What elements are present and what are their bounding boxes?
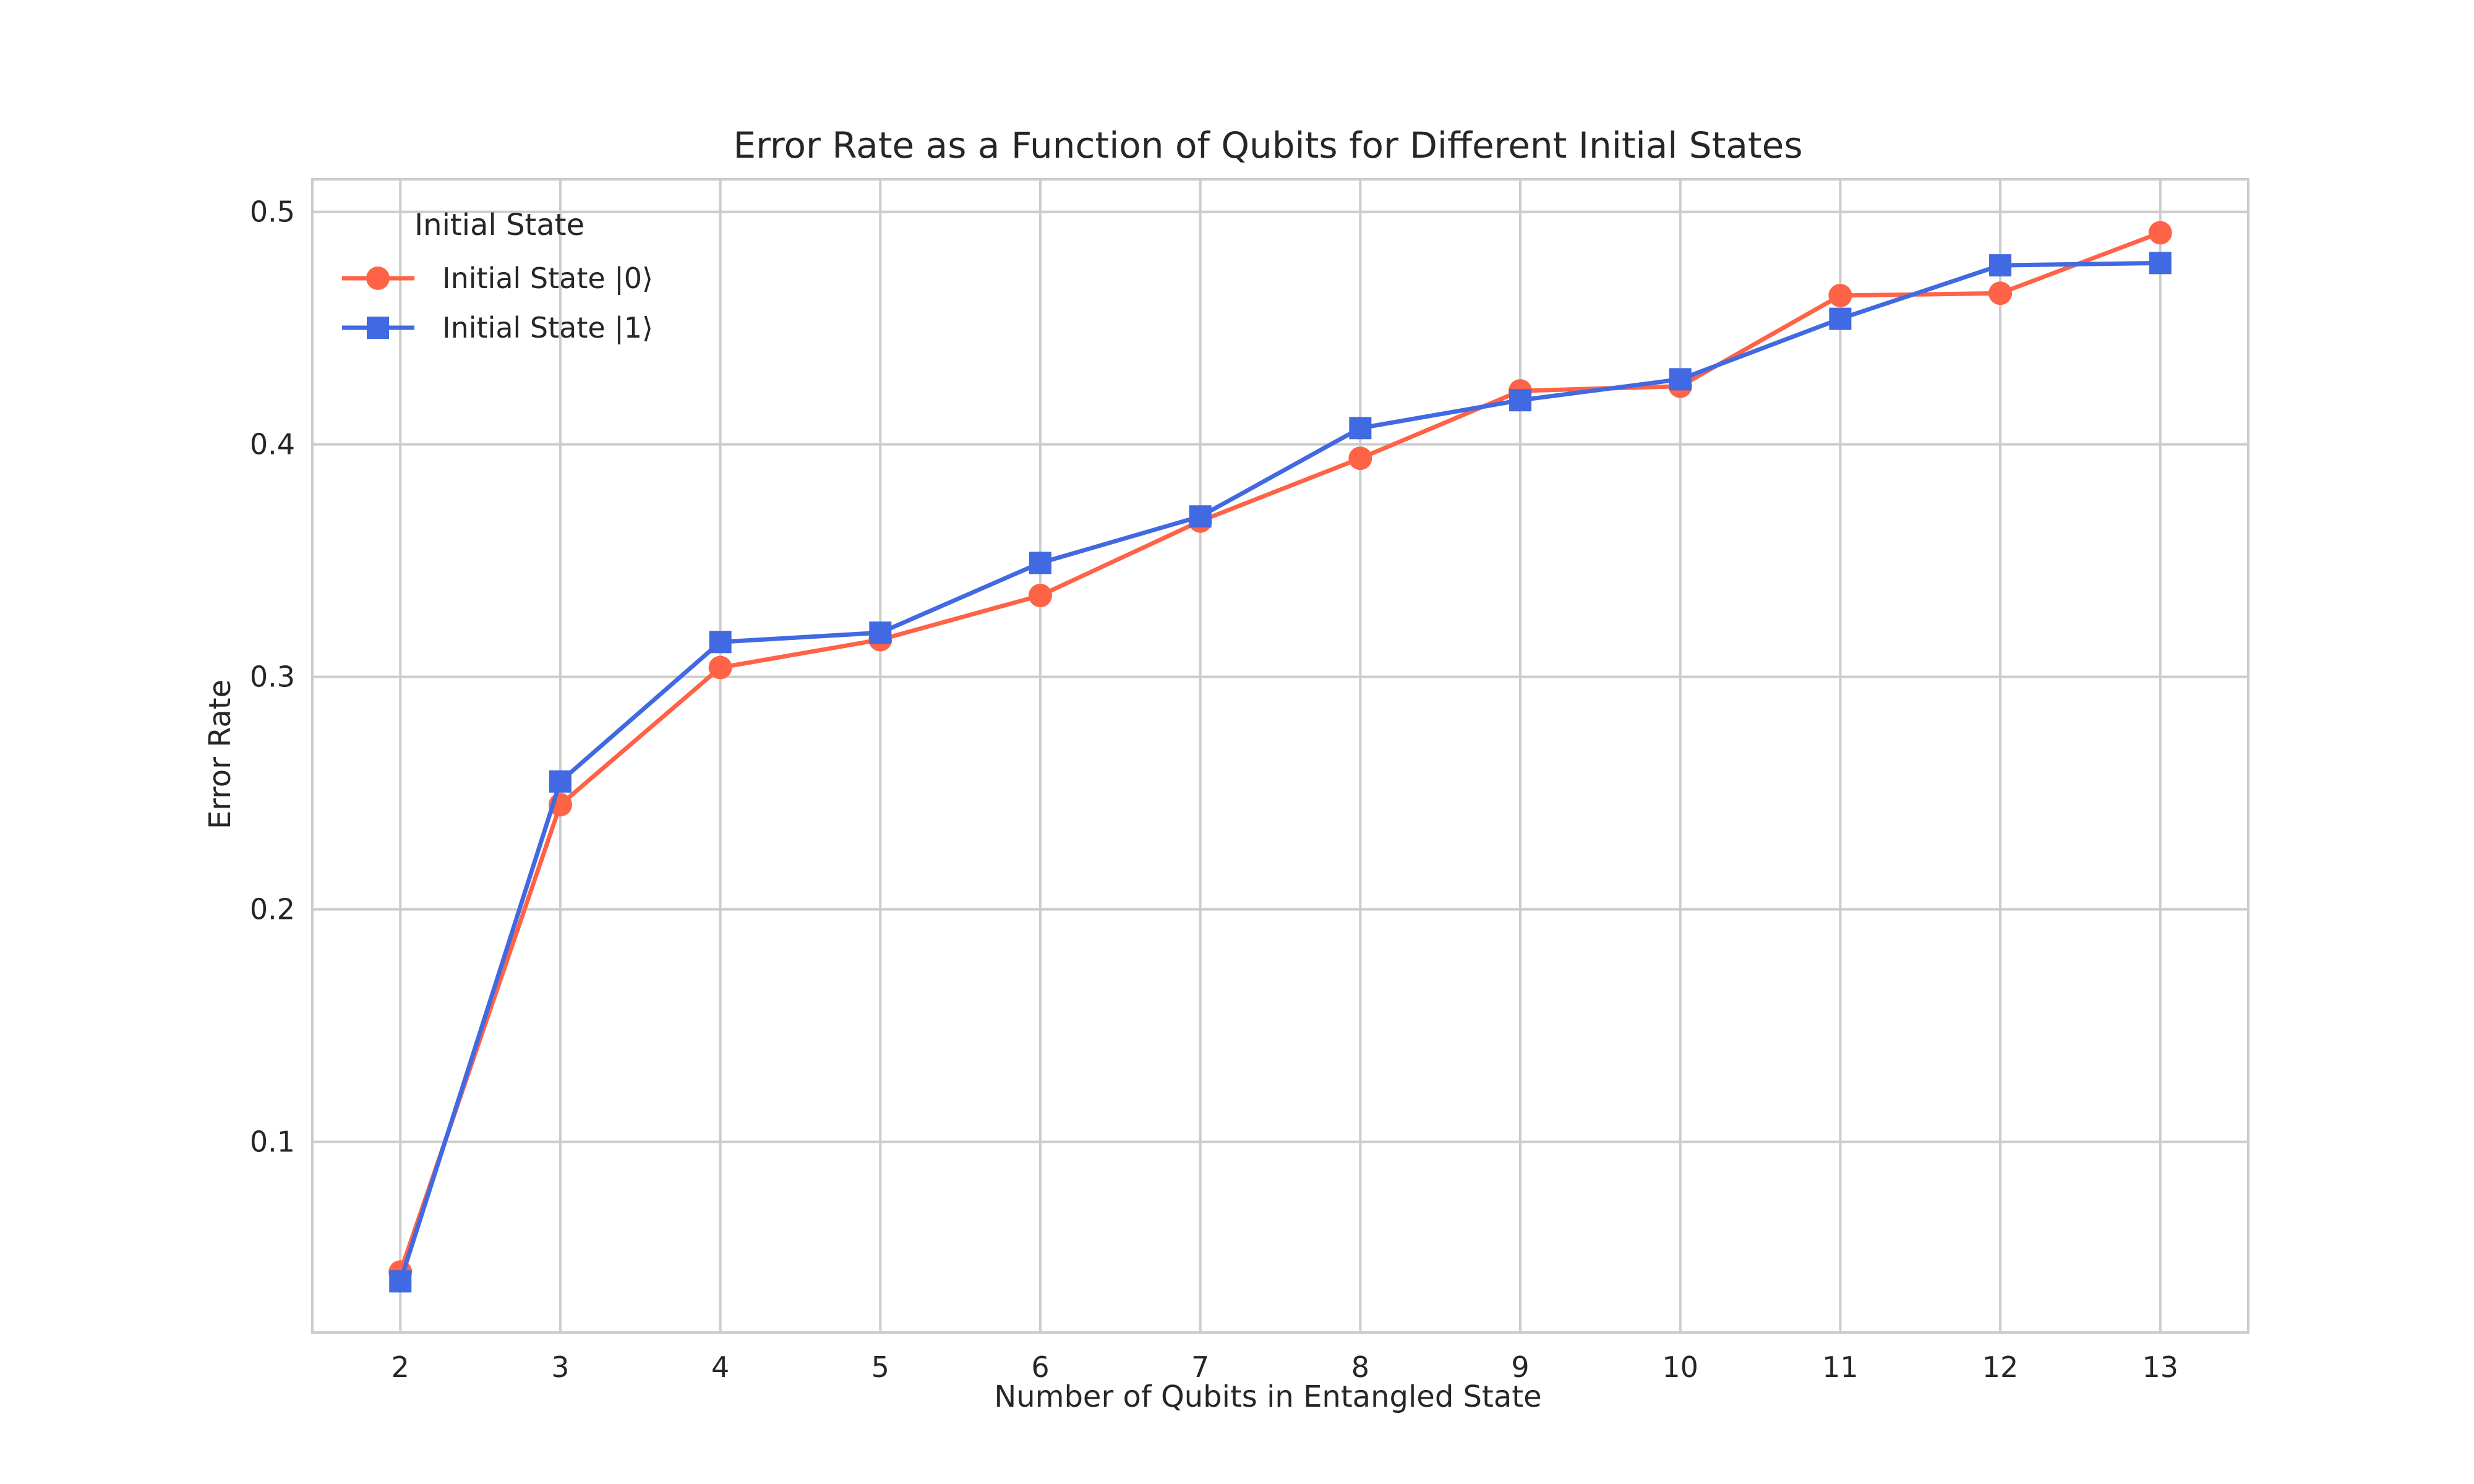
legend-label: Initial State |0⟩ <box>442 262 653 296</box>
grid <box>312 179 2248 1333</box>
data-point <box>1509 389 1532 412</box>
y-tick-label: 0.5 <box>250 195 295 229</box>
x-tick-label: 4 <box>711 1350 729 1384</box>
legend-entry: Initial State |1⟩ <box>342 311 653 345</box>
x-tick-label: 13 <box>2142 1350 2178 1384</box>
data-point <box>708 655 732 680</box>
data-point <box>1348 446 1372 471</box>
series-line <box>398 231 2161 1273</box>
legend-marker <box>366 267 390 290</box>
y-tick-label: 0.2 <box>250 893 295 926</box>
x-tick-label: 9 <box>1511 1350 1529 1384</box>
x-tick-label: 5 <box>871 1350 889 1384</box>
legend-entry: Initial State |0⟩ <box>342 262 653 296</box>
data-point <box>1028 584 1052 608</box>
data-point <box>1189 505 1212 528</box>
y-tick-label: 0.1 <box>250 1125 295 1159</box>
x-tick-label: 12 <box>1982 1350 2019 1384</box>
data-point <box>1988 281 2013 305</box>
legend-label: Initial State |1⟩ <box>442 311 653 345</box>
data-point <box>1989 254 2012 277</box>
legend: Initial State Initial State |0⟩ Initial S… <box>342 208 653 345</box>
x-tick-label: 7 <box>1191 1350 1209 1384</box>
y-tick-label: 0.3 <box>250 660 295 694</box>
series-line <box>398 260 2160 1282</box>
series-1 <box>389 252 2172 1293</box>
y-axis-label: Error Rate <box>203 680 238 829</box>
data-point <box>549 770 571 793</box>
series-0 <box>388 221 2172 1284</box>
data-point <box>2149 252 2172 275</box>
x-tick-label: 11 <box>1822 1350 1859 1384</box>
data-point <box>1349 417 1372 440</box>
x-tick-label: 10 <box>1662 1350 1698 1384</box>
data-point <box>869 621 892 644</box>
data-point <box>389 1270 412 1293</box>
chart-title: Error Rate as a Function of Qubits for D… <box>733 124 1802 166</box>
x-tick-label: 6 <box>1031 1350 1049 1384</box>
x-tick-label: 3 <box>551 1350 569 1384</box>
tick-labels: 2 3 4 5 6 7 8 9 10 11 12 13 0.1 0.2 0.3 0.4 0.5 <box>250 195 2178 1384</box>
y-tick-label: 0.4 <box>250 428 295 461</box>
data-point <box>1829 307 1852 330</box>
data-point <box>709 631 732 654</box>
data-point <box>2148 221 2172 245</box>
plot-frame <box>311 178 2249 1334</box>
series-layer <box>388 221 2172 1293</box>
data-point <box>1669 368 1692 391</box>
data-point <box>1828 284 1852 308</box>
data-point <box>1029 552 1051 574</box>
legend-marker <box>367 317 389 339</box>
x-tick-label: 2 <box>392 1350 409 1384</box>
x-tick-label: 8 <box>1351 1350 1369 1384</box>
legend-title: Initial State <box>414 208 584 242</box>
x-axis-label: Number of Qubits in Entangled State <box>994 1380 1541 1414</box>
